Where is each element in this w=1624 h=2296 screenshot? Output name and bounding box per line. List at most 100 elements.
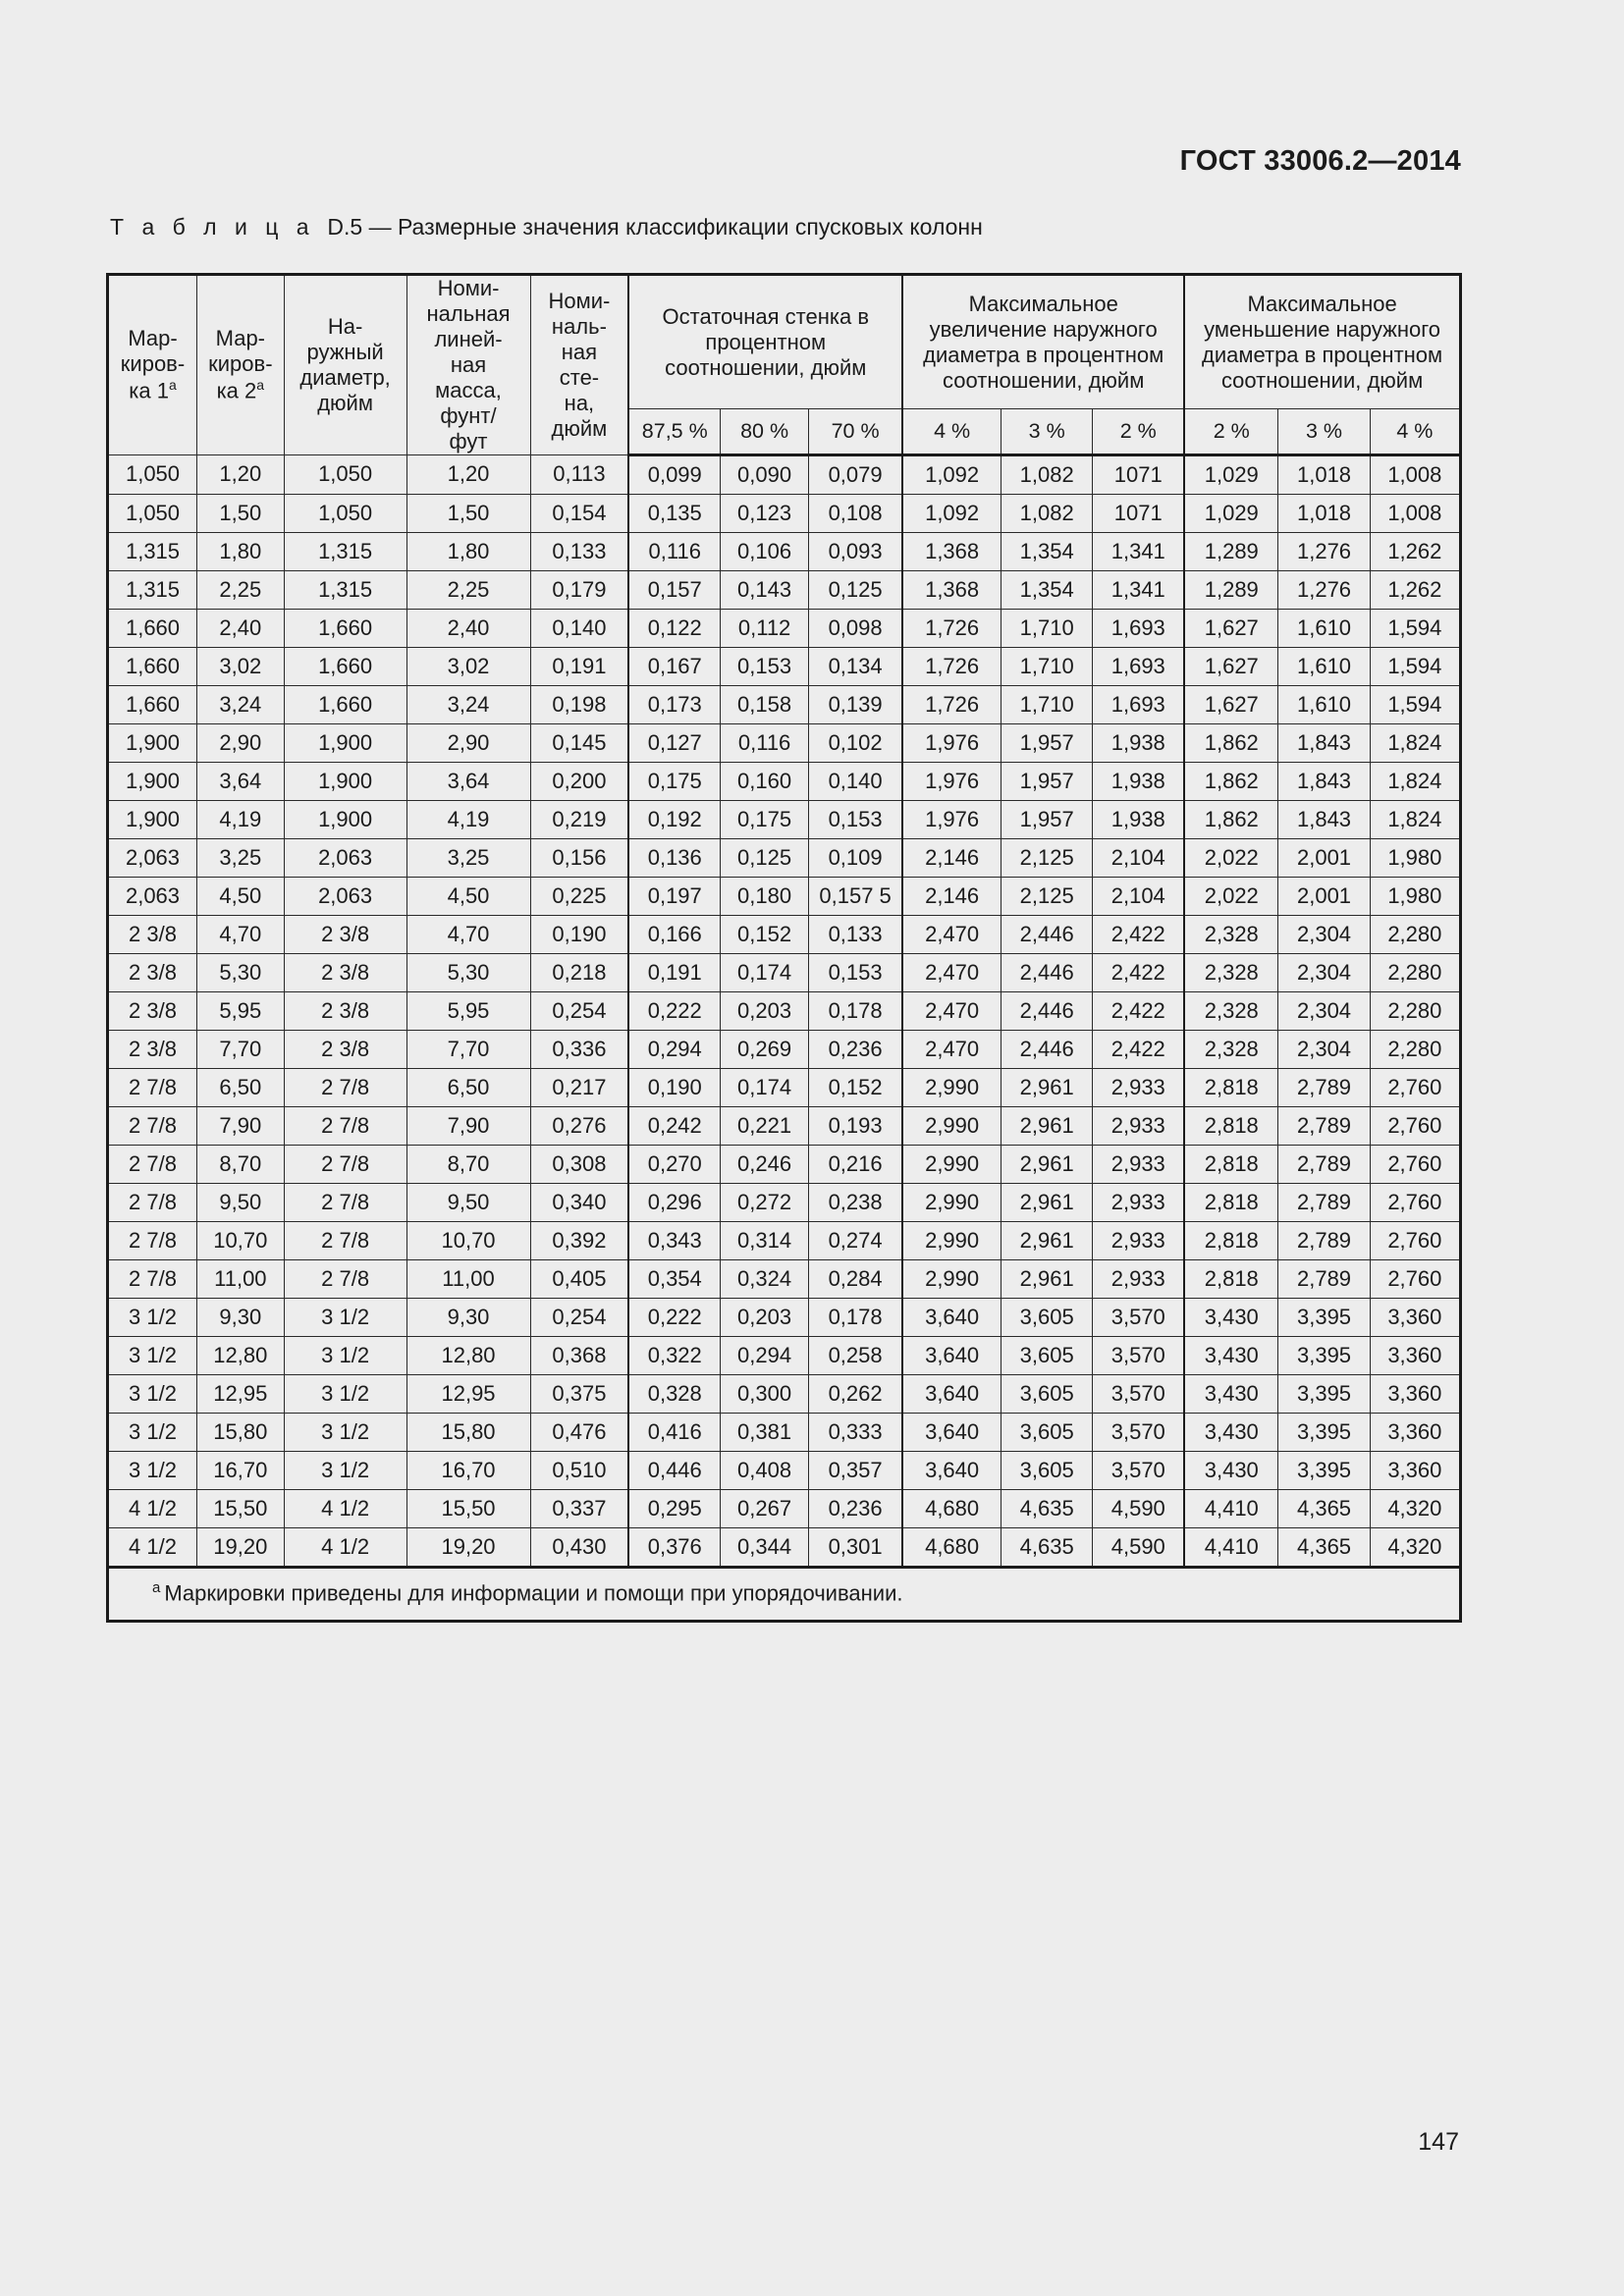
col-header-mark1-superscript: a: [168, 377, 177, 394]
table-cell: 3,360: [1369, 1450, 1462, 1490]
table-cell: 1,050: [283, 493, 407, 533]
subheader-max-decrease-2: 2 %: [1183, 408, 1279, 456]
table-cell: 3,430: [1183, 1373, 1279, 1414]
table-cell: 2,146: [901, 876, 1002, 916]
table-cell: 1,082: [1001, 493, 1094, 533]
table-cell: 1,693: [1092, 684, 1186, 724]
table-row: 1,050 1,20 1,050 1,20 0,113 0,099 0,090 0,079 1,…: [107, 454, 1462, 495]
table-cell: 1,80: [406, 531, 531, 571]
table-cell: 0,190: [529, 914, 630, 954]
col-header-nominal-linear-mass-line5: масса,: [435, 377, 502, 402]
table-cell: 3 1/2: [283, 1450, 407, 1490]
table-cell: 3,64: [406, 761, 531, 801]
table-cell: 1,693: [1092, 608, 1186, 648]
table-cell: 0,269: [720, 1029, 809, 1069]
table-cell: 9,30: [196, 1297, 285, 1337]
table-cell: 0,236: [808, 1488, 904, 1528]
table-cell: 4,70: [406, 914, 531, 954]
subheader-max-increase-4: 4 %: [901, 408, 1002, 456]
table-cell: 1,980: [1369, 876, 1462, 916]
table-cell: 0,154: [529, 493, 630, 533]
table-cell: 7,90: [196, 1105, 285, 1146]
table-cell: 2,422: [1092, 914, 1186, 954]
table-cell: 2,760: [1369, 1258, 1462, 1299]
table-cell: 0,405: [529, 1258, 630, 1299]
table-cell: 0,357: [808, 1450, 904, 1490]
table-cell: 2 7/8: [107, 1144, 197, 1184]
table-cell: 1,315: [283, 569, 407, 610]
table-cell: 2,961: [1001, 1105, 1094, 1146]
table-cell: 2 7/8: [107, 1220, 197, 1260]
table-footnote-text: Маркировки приведены для информации и по…: [164, 1580, 903, 1605]
table-cell: 0,219: [529, 799, 630, 839]
table-cell: 1,957: [1001, 799, 1094, 839]
table-cell: 6,50: [196, 1067, 285, 1107]
subheader-remaining-wall-70: 70 %: [808, 408, 904, 456]
table-cell: 0,153: [720, 646, 809, 686]
table-cell: 0,190: [627, 1067, 722, 1107]
table-cell: 2,280: [1369, 990, 1462, 1031]
table-cell: 0,476: [529, 1412, 630, 1452]
col-header-nominal-linear-mass-line7: фут: [449, 428, 488, 454]
table-cell: 0,416: [627, 1412, 722, 1452]
table-cell: 2,90: [196, 722, 285, 763]
table-cell: 2,760: [1369, 1105, 1462, 1146]
table-cell: 3,605: [1001, 1335, 1094, 1375]
table-cell: 5,95: [196, 990, 285, 1031]
table-cell: 0,430: [529, 1526, 630, 1568]
table-cell: 0,127: [627, 722, 722, 763]
table-cell: 1,354: [1001, 569, 1094, 610]
table-row: 2 7/8 11,00 2 7/8 11,00 0,405 0,354 0,324 0,284…: [107, 1258, 1462, 1299]
table-cell: 1,660: [107, 608, 197, 648]
table-row: 4 1/2 15,50 4 1/2 15,50 0,337 0,295 0,267 0,236…: [107, 1488, 1462, 1528]
table-cell: 1,726: [901, 608, 1002, 648]
table-cell: 2,818: [1183, 1105, 1279, 1146]
table-cell: 1,594: [1369, 646, 1462, 686]
table-cell: 4,635: [1001, 1488, 1094, 1528]
table-cell: 0,139: [808, 684, 904, 724]
table-cell: 2,818: [1183, 1220, 1279, 1260]
table-cell: 4,590: [1092, 1526, 1186, 1568]
table-cell: 1,315: [283, 531, 407, 571]
col-header-nominal-wall-line2: наль-: [551, 313, 607, 339]
table-cell: 0,173: [627, 684, 722, 724]
table-cell: 0,116: [720, 722, 809, 763]
table-d5: Мар- киров- ка 1a Мар- киров- ка 2a На- …: [106, 273, 1462, 1623]
table-cell: 3,640: [901, 1450, 1002, 1490]
table-cell: 0,160: [720, 761, 809, 801]
table-cell: 2,933: [1092, 1144, 1186, 1184]
col-header-mark1: Мар- киров- ка 1a: [107, 274, 197, 455]
table-cell: 2,328: [1183, 1029, 1279, 1069]
table-row: 3 1/2 15,80 3 1/2 15,80 0,476 0,416 0,381 0,333…: [107, 1412, 1462, 1452]
table-row: 4 1/2 19,20 4 1/2 19,20 0,430 0,376 0,344 0,301…: [107, 1526, 1462, 1568]
table-cell: 2,063: [107, 837, 197, 878]
table-cell: 2,304: [1277, 952, 1371, 992]
table-cell: 3,395: [1277, 1373, 1371, 1414]
table-cell: 0,238: [808, 1182, 904, 1222]
table-cell: 0,156: [529, 837, 630, 878]
table-cell: 2,818: [1183, 1182, 1279, 1222]
table-cell: 1,900: [283, 761, 407, 801]
table-cell: 2,789: [1277, 1067, 1371, 1107]
table-cell: 3,395: [1277, 1335, 1371, 1375]
table-cell: 7,90: [406, 1105, 531, 1146]
table-cell: 4,680: [901, 1488, 1002, 1528]
table-cell: 2,789: [1277, 1105, 1371, 1146]
table-cell: 1,610: [1277, 684, 1371, 724]
table-cell: 0,133: [808, 914, 904, 954]
table-cell: 2,961: [1001, 1067, 1094, 1107]
table-cell: 1,092: [901, 454, 1002, 495]
table-cell: 2 3/8: [107, 952, 197, 992]
table-cell: 2,125: [1001, 837, 1094, 878]
table-cell: 2,104: [1092, 837, 1186, 878]
table-cell: 12,80: [196, 1335, 285, 1375]
table-cell: 3,395: [1277, 1450, 1371, 1490]
table-cell: 1,008: [1369, 454, 1462, 495]
table-cell: 4,680: [901, 1526, 1002, 1568]
table-cell: 0,152: [808, 1067, 904, 1107]
table-cell: 2,990: [901, 1182, 1002, 1222]
group-header-remaining-wall: Остаточная стенка в процентном соотношен…: [627, 274, 904, 410]
table-cell: 0,392: [529, 1220, 630, 1260]
table-cell: 2,990: [901, 1220, 1002, 1260]
table-cell: 10,70: [196, 1220, 285, 1260]
